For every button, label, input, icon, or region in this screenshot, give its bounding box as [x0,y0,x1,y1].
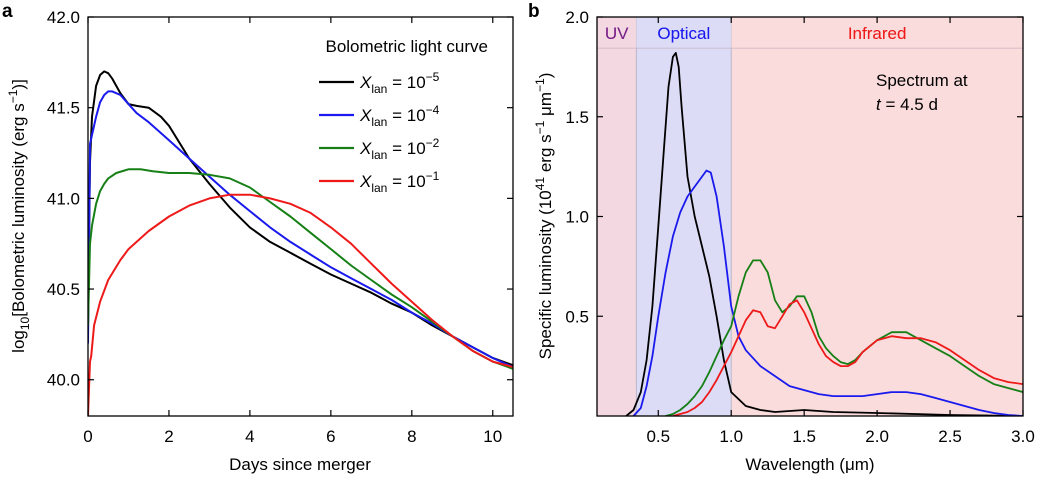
panel-b-band-header-tint-1 [636,17,732,48]
panel-a-xtick-label-0: 0 [83,427,92,446]
panel-b-xtick-label-1: 1.0 [719,427,743,446]
panel-b: b UVOpticalInfraredUVOpticalInfrared 0.5… [528,1,1035,474]
panel-a-ticks: 0 2 4 6 8 10 40.0 40.5 41.0 41.5 42.0 [47,8,513,446]
panel-b-series-1 [632,169,1023,416]
panel-b-series-2 [665,259,1023,416]
panel-b-band-1 [636,17,732,416]
panel-b-ytick-label-2: 1.5 [565,108,589,127]
panel-a-frame [87,16,514,417]
panel-b-band-text-1: Optical [657,24,710,43]
panel-b-ticks: 0.5 1.0 1.5 2.0 2.5 3.0 0.5 1.0 1.5 2.0 [565,8,1034,446]
panel-b-series-3 [672,299,1023,416]
panel-b-plot-area [625,52,1023,416]
panel-a-ylabel: log10[Bolometric luminosity (erg s−1)] [6,79,32,353]
panel-a-ytick-label-1: 40.5 [47,280,80,299]
panel-b-ytick-label-1: 1.0 [565,208,589,227]
panel-a-series-2 [88,168,513,370]
panel-a-series-3 [88,193,513,416]
panel-a-xtick-label-1: 2 [164,427,173,446]
panel-b-xtick-label-3: 2.0 [865,427,889,446]
panel-a-xtick-label-2: 4 [245,427,254,446]
panel-a-ytick-label-3: 41.5 [47,99,80,118]
panel-a-xtick-label-3: 6 [326,427,335,446]
panel-a-legend: Xlan = 10−5 Xlan = 10−4 Xlan = 10−2 Xlan = … [319,70,440,195]
panel-a-series-1 [88,90,513,368]
panel-a-ytick-label-0: 40.0 [47,371,80,390]
panel-a-series-0 [88,70,513,367]
panel-b-band-header-tint-0 [597,17,637,48]
panel-a-ytick-label-4: 42.0 [47,8,80,27]
panel-b-band-0 [597,17,637,416]
panel-b-annotation-line2: t = 4.5 d [876,95,938,114]
panel-b-ytick-label-0: 0.5 [565,307,589,326]
panel-a: a 0 2 4 6 8 10 40.0 40.5 41.0 41.5 42.0 Days since… [2,1,514,474]
panel-a-xtick-label-5: 10 [483,427,502,446]
panel-b-band-2 [731,17,1023,416]
panel-b-label: b [528,1,540,22]
panel-b-annotation-line1: Spectrum at [876,71,968,90]
panel-b-xtick-label-5: 3.0 [1011,427,1035,446]
panel-b-xlabel: Wavelength (μm) [745,455,874,474]
panel-b-xtick-label-4: 2.5 [938,427,962,446]
panel-a-legend-label-0: Xlan = 10−5 [359,70,440,96]
panel-a-xtick-label-4: 8 [407,427,416,446]
panel-b-ytick-label-3: 2.0 [565,8,589,27]
panel-a-plot-area [88,70,513,416]
panel-b-ylabel: Specific luminosity (1041 erg s−1 μm−1) [533,73,555,360]
panel-a-ytick-label-2: 41.0 [47,189,80,208]
panel-b-xtick-label-2: 1.5 [792,427,816,446]
panel-a-label: a [2,1,13,22]
panel-b-band-text-2: Infrared [848,24,907,43]
panel-b-band-text-0: UV [605,24,629,43]
panel-b-bands: UVOpticalInfraredUVOpticalInfrared [596,17,1023,416]
panel-a-legend-label-1: Xlan = 10−4 [359,103,440,129]
panel-a-xlabel: Days since merger [229,455,371,474]
panel-a-legend-label-3: Xlan = 10−1 [359,169,440,195]
panel-b-series-0 [625,52,1023,416]
panel-b-xtick-label-0: 0.5 [646,427,670,446]
panel-a-legend-label-2: Xlan = 10−2 [359,136,440,162]
panel-a-legend-title: Bolometric light curve [325,37,488,56]
